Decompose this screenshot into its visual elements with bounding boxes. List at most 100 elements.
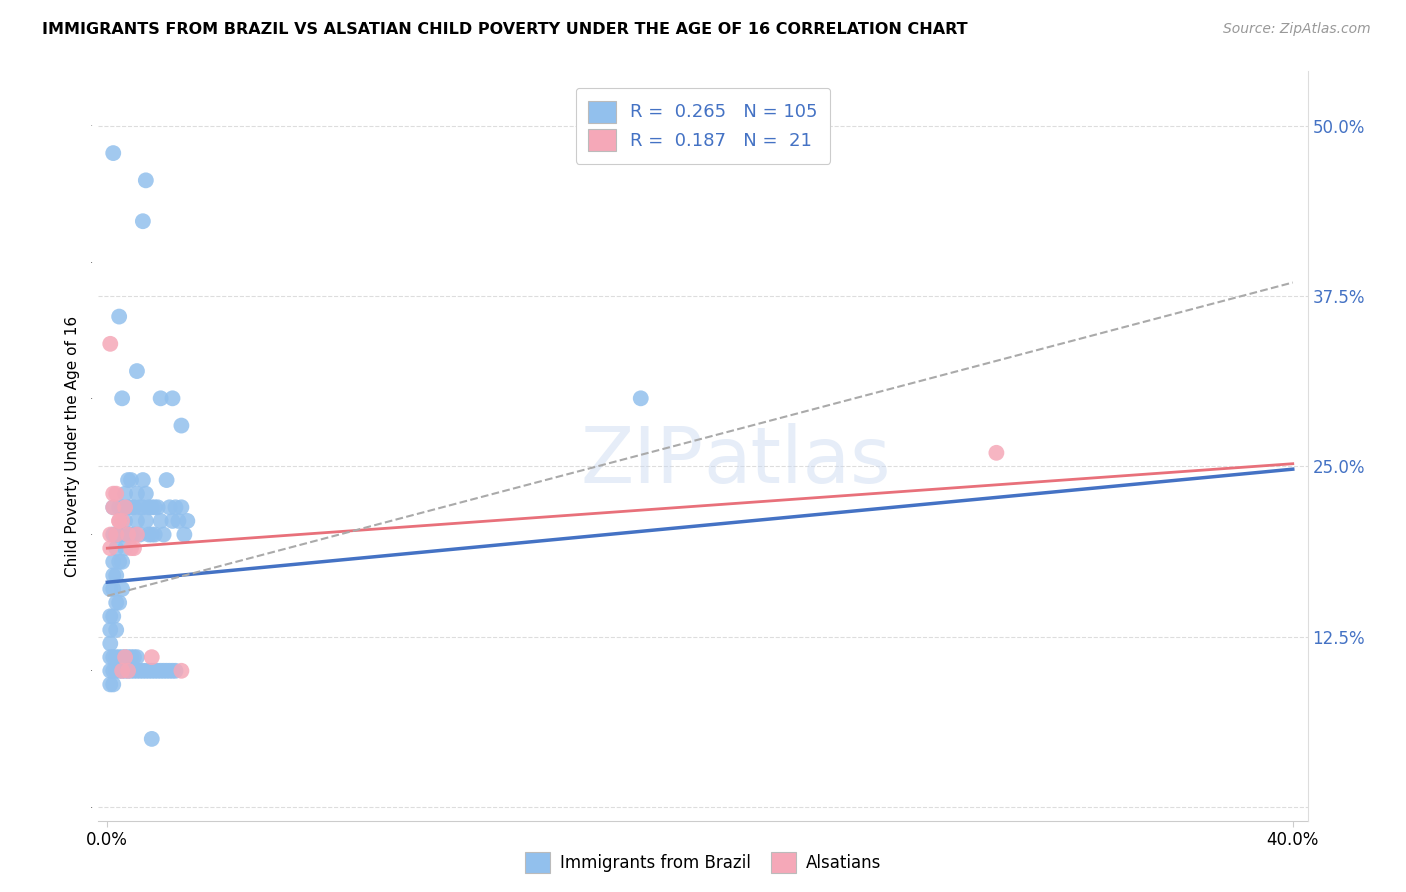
Point — [108, 596, 131, 610]
Point — [111, 392, 134, 406]
Point — [98, 623, 121, 637]
Point — [152, 527, 174, 541]
Point — [143, 664, 166, 678]
Point — [165, 500, 187, 515]
Point — [152, 664, 174, 678]
Point — [98, 527, 121, 541]
Point — [149, 664, 172, 678]
Point — [132, 664, 155, 678]
Point — [132, 473, 155, 487]
Point — [108, 555, 131, 569]
Legend: R =  0.265   N = 105, R =  0.187   N =  21: R = 0.265 N = 105, R = 0.187 N = 21 — [576, 88, 830, 163]
Point — [122, 527, 145, 541]
Point — [141, 650, 163, 665]
Point — [108, 310, 131, 324]
Point — [149, 514, 172, 528]
Point — [146, 500, 169, 515]
Point — [141, 527, 163, 541]
Point — [114, 541, 136, 556]
Point — [111, 527, 134, 541]
Point — [173, 527, 195, 541]
Point — [117, 664, 139, 678]
Point — [138, 527, 160, 541]
Point — [103, 500, 125, 515]
Point — [108, 664, 131, 678]
Point — [103, 677, 125, 691]
Point — [111, 555, 134, 569]
Point — [129, 664, 152, 678]
Point — [103, 527, 125, 541]
Point — [98, 336, 121, 351]
Point — [103, 582, 125, 596]
Point — [114, 500, 136, 515]
Point — [114, 486, 136, 500]
Point — [120, 500, 142, 515]
Point — [111, 664, 134, 678]
Point — [122, 664, 145, 678]
Point — [105, 650, 128, 665]
Point — [141, 731, 163, 746]
Point — [117, 664, 139, 678]
Point — [108, 514, 131, 528]
Point — [135, 664, 157, 678]
Point — [141, 664, 163, 678]
Point — [114, 650, 136, 665]
Point — [162, 392, 184, 406]
Point — [132, 500, 155, 515]
Text: Source: ZipAtlas.com: Source: ZipAtlas.com — [1223, 22, 1371, 37]
Point — [165, 664, 187, 678]
Point — [122, 650, 145, 665]
Point — [146, 664, 169, 678]
Point — [105, 596, 128, 610]
Point — [114, 650, 136, 665]
Point — [170, 664, 193, 678]
Point — [108, 650, 131, 665]
Point — [125, 486, 148, 500]
Point — [125, 664, 148, 678]
Point — [105, 664, 128, 678]
Point — [105, 568, 128, 582]
Point — [167, 514, 190, 528]
Text: IMMIGRANTS FROM BRAZIL VS ALSATIAN CHILD POVERTY UNDER THE AGE OF 16 CORRELATION: IMMIGRANTS FROM BRAZIL VS ALSATIAN CHILD… — [42, 22, 967, 37]
Point — [103, 555, 125, 569]
Point — [125, 527, 148, 541]
Point — [98, 541, 121, 556]
Text: atlas: atlas — [703, 423, 890, 499]
Point — [159, 500, 181, 515]
Point — [117, 473, 139, 487]
Point — [143, 527, 166, 541]
Point — [103, 568, 125, 582]
Point — [105, 527, 128, 541]
Point — [129, 527, 152, 541]
Point — [122, 541, 145, 556]
Point — [98, 664, 121, 678]
Point — [105, 486, 128, 500]
Point — [149, 392, 172, 406]
Point — [114, 514, 136, 528]
Point — [141, 500, 163, 515]
Point — [111, 514, 134, 528]
Point — [98, 636, 121, 650]
Point — [135, 486, 157, 500]
Point — [98, 582, 121, 596]
Point — [108, 514, 131, 528]
Point — [117, 650, 139, 665]
Point — [103, 486, 125, 500]
Point — [135, 173, 157, 187]
Point — [120, 664, 142, 678]
Point — [111, 664, 134, 678]
Point — [138, 664, 160, 678]
Point — [103, 500, 125, 515]
Point — [105, 623, 128, 637]
Y-axis label: Child Poverty Under the Age of 16: Child Poverty Under the Age of 16 — [65, 316, 80, 576]
Point — [120, 650, 142, 665]
Point — [103, 609, 125, 624]
Point — [117, 527, 139, 541]
Point — [138, 500, 160, 515]
Point — [105, 541, 128, 556]
Point — [135, 514, 157, 528]
Point — [98, 609, 121, 624]
Point — [170, 500, 193, 515]
Legend: Immigrants from Brazil, Alsatians: Immigrants from Brazil, Alsatians — [519, 846, 887, 880]
Point — [162, 514, 184, 528]
